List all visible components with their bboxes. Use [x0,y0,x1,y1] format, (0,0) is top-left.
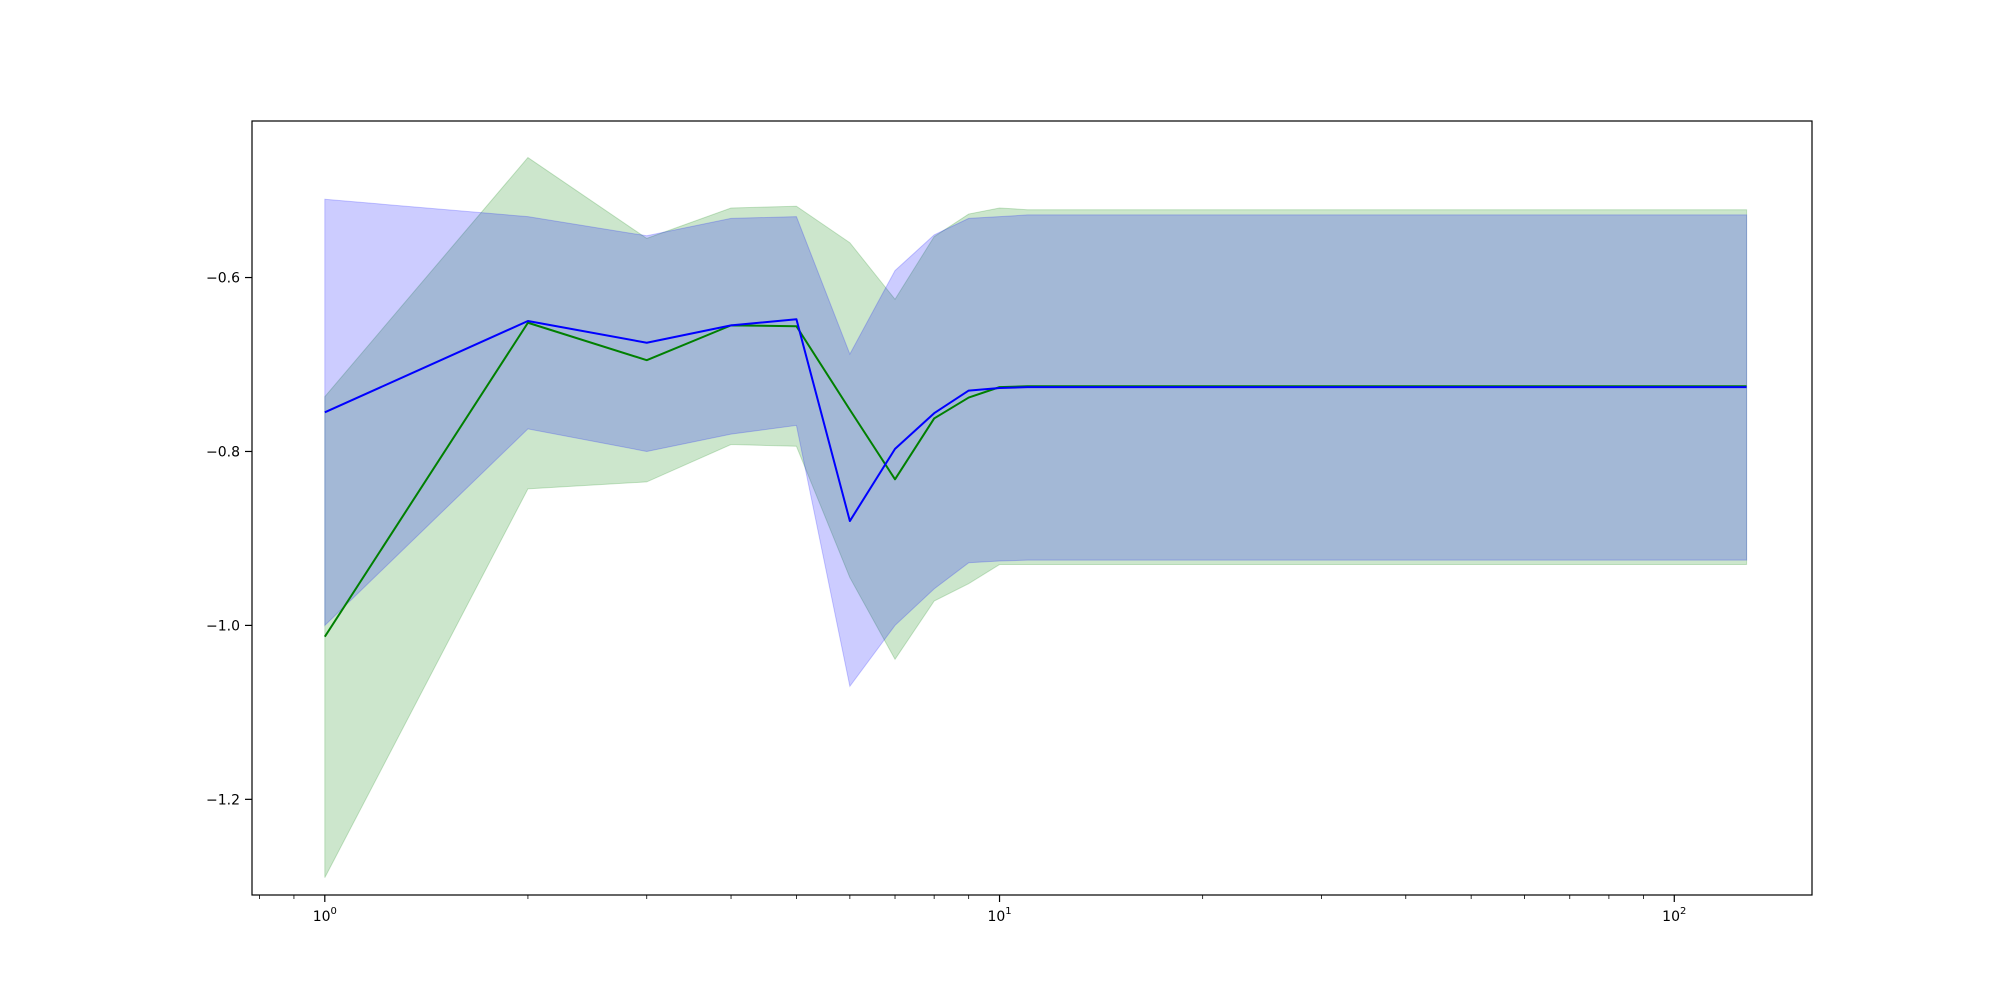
x-tick-label-exponent: 2 [1680,906,1686,917]
plot-area-frame [251,120,1813,896]
x-tick-label: 100 [313,906,337,925]
x-tick-label-exponent: 0 [331,906,337,917]
confidence-bands [324,156,1748,878]
series-2-band [324,198,1748,688]
series-1-band [324,156,1748,878]
x-tick-label-base: 10 [313,909,331,925]
x-tick-label-exponent: 1 [1005,906,1011,917]
y-tick-label: −1.0 [206,618,240,634]
x-axis: 100 101 102 [259,895,1686,925]
x-tick-label: 101 [987,906,1011,925]
x-tick-label: 102 [1662,906,1686,925]
x-tick-label-base: 10 [1662,909,1680,925]
y-axis: −0.6 −0.8 −1.0 −1.2 [206,271,252,808]
y-tick-label: −1.2 [206,792,240,808]
series-2-line [324,318,1747,523]
y-tick-label: −0.8 [206,444,240,460]
y-tick-label: −0.6 [206,271,240,287]
series-lines [323,318,1747,638]
x-tick-label-base: 10 [987,909,1005,925]
